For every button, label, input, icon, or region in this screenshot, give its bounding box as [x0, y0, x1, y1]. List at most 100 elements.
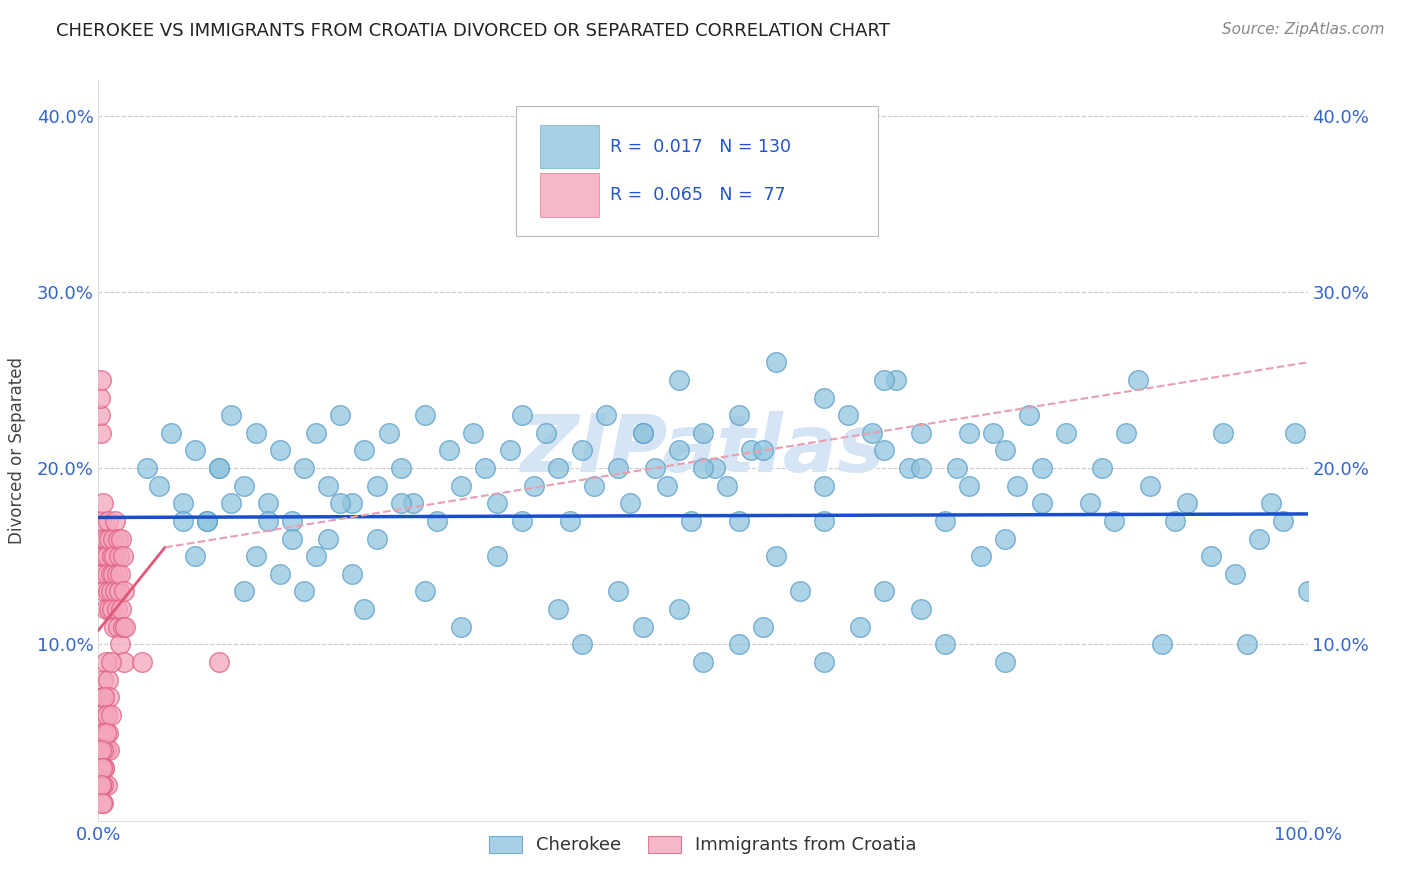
Point [849, 620, 872, 634]
Point [172, 514, 194, 528]
Point [873, 443, 896, 458]
Point [112, 655, 135, 669]
Point [107, 532, 129, 546]
Point [90, 373, 112, 387]
Point [108, 549, 131, 564]
Point [1272, 514, 1295, 528]
Point [389, 496, 412, 510]
Point [631, 620, 654, 634]
Point [91, 725, 114, 739]
Point [104, 584, 127, 599]
Point [910, 602, 932, 616]
Point [765, 549, 787, 564]
Point [789, 179, 811, 194]
Point [571, 637, 593, 651]
Point [93, 761, 115, 775]
Point [108, 566, 131, 581]
Point [90, 425, 112, 440]
Point [208, 655, 231, 669]
Point [208, 461, 231, 475]
Point [90, 778, 112, 792]
Point [91, 496, 114, 510]
Point [558, 514, 581, 528]
Point [91, 549, 114, 564]
Point [1007, 479, 1029, 493]
Point [595, 408, 617, 422]
Point [668, 373, 690, 387]
Point [1249, 532, 1271, 546]
Point [105, 602, 128, 616]
Point [281, 514, 304, 528]
Point [98, 690, 121, 705]
Point [208, 461, 231, 475]
Point [100, 549, 122, 564]
Point [728, 514, 751, 528]
Point [91, 761, 114, 775]
Point [1078, 496, 1101, 510]
Point [195, 514, 218, 528]
Point [910, 461, 932, 475]
Point [94, 743, 117, 757]
Point [135, 461, 157, 475]
Point [91, 761, 114, 775]
Point [353, 602, 375, 616]
Point [510, 514, 533, 528]
Point [96, 549, 118, 564]
Text: R =  0.017   N = 130: R = 0.017 N = 130 [610, 138, 792, 156]
Point [1284, 425, 1306, 440]
Point [789, 584, 811, 599]
Point [583, 479, 606, 493]
Point [934, 514, 956, 528]
Point [104, 514, 127, 528]
Point [1260, 496, 1282, 510]
Point [728, 408, 751, 422]
Point [474, 461, 496, 475]
Text: CHEROKEE VS IMMIGRANTS FROM CROATIA DIVORCED OR SEPARATED CORRELATION CHART: CHEROKEE VS IMMIGRANTS FROM CROATIA DIVO… [56, 22, 890, 40]
Point [463, 425, 485, 440]
Point [644, 461, 666, 475]
Point [98, 532, 121, 546]
Point [1031, 461, 1053, 475]
Point [1296, 584, 1319, 599]
Point [679, 514, 702, 528]
Point [450, 620, 472, 634]
Point [377, 425, 399, 440]
Point [402, 496, 425, 510]
Point [897, 461, 920, 475]
Point [994, 443, 1017, 458]
Point [90, 514, 112, 528]
Point [96, 566, 118, 581]
Point [316, 532, 339, 546]
Point [305, 549, 328, 564]
Point [704, 461, 727, 475]
Point [1163, 514, 1185, 528]
Point [547, 461, 569, 475]
Point [957, 479, 980, 493]
Point [631, 425, 654, 440]
Point [100, 566, 122, 581]
Point [91, 690, 114, 705]
Point [160, 425, 183, 440]
Point [619, 496, 641, 510]
Point [486, 496, 509, 510]
Point [97, 514, 120, 528]
Point [97, 725, 120, 739]
Point [91, 566, 114, 581]
Point [1102, 514, 1125, 528]
Y-axis label: Divorced or Separated: Divorced or Separated [7, 357, 25, 544]
Point [413, 408, 436, 422]
Point [498, 443, 520, 458]
Point [94, 532, 117, 546]
Point [96, 778, 118, 792]
Point [98, 602, 121, 616]
Point [100, 584, 122, 599]
Point [281, 532, 304, 546]
Point [970, 549, 993, 564]
Text: ZIPatlas: ZIPatlas [520, 411, 886, 490]
Point [1152, 637, 1174, 651]
Point [1175, 496, 1198, 510]
Point [994, 655, 1017, 669]
Point [269, 566, 291, 581]
Point [873, 584, 896, 599]
Point [934, 637, 956, 651]
